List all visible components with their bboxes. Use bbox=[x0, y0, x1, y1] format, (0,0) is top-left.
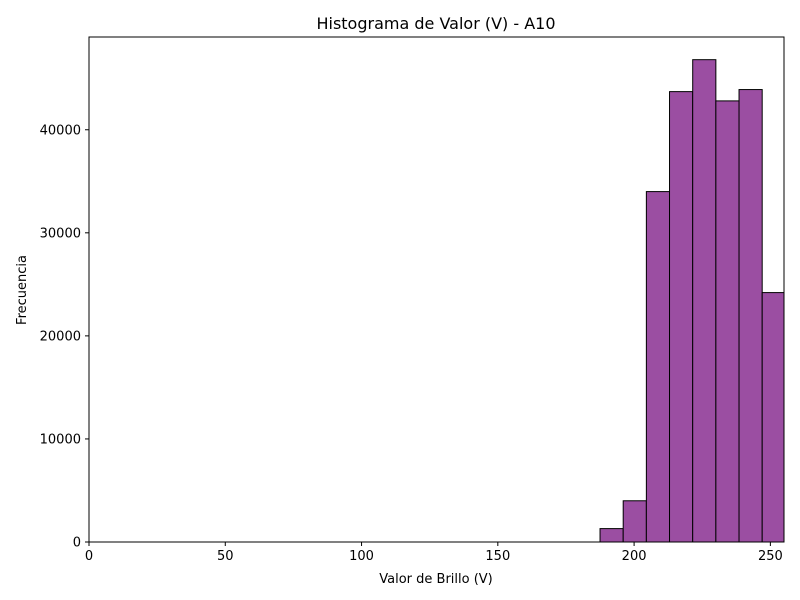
chart-title: Histograma de Valor (V) - A10 bbox=[316, 14, 555, 33]
y-axis-ticks: 0 10000 20000 30000 40000 bbox=[40, 123, 89, 551]
histogram-bar-2 bbox=[645, 191, 671, 543]
histogram-bar-3 bbox=[669, 91, 694, 543]
histogram-bar-1 bbox=[622, 500, 647, 543]
histogram-bar-6 bbox=[738, 89, 763, 543]
x-tick-label-5: 250 bbox=[758, 549, 783, 564]
histogram-bar-7 bbox=[761, 292, 785, 543]
histogram-bar-4 bbox=[692, 59, 717, 543]
x-axis-ticks: 0 50 100 150 200 250 bbox=[85, 542, 783, 564]
x-tick-label-2: 100 bbox=[349, 549, 374, 564]
x-tick-label-4: 200 bbox=[622, 549, 647, 564]
histogram-bar-5 bbox=[715, 100, 740, 543]
x-axis-label: Valor de Brillo (V) bbox=[379, 572, 493, 587]
histogram-bar-0 bbox=[599, 528, 624, 543]
x-tick-label-0: 0 bbox=[85, 549, 93, 564]
y-tick-label-0: 0 bbox=[73, 536, 81, 551]
plot-area-frame bbox=[88, 36, 785, 543]
y-tick-label-2: 20000 bbox=[40, 329, 81, 344]
x-tick-label-1: 50 bbox=[217, 549, 234, 564]
x-tick-label-3: 150 bbox=[485, 549, 510, 564]
y-tick-label-3: 30000 bbox=[40, 226, 81, 241]
y-tick-label-4: 40000 bbox=[40, 123, 81, 138]
y-tick-label-1: 10000 bbox=[40, 432, 81, 447]
bars-group bbox=[599, 59, 785, 543]
y-axis-label: Frecuencia bbox=[15, 255, 30, 325]
